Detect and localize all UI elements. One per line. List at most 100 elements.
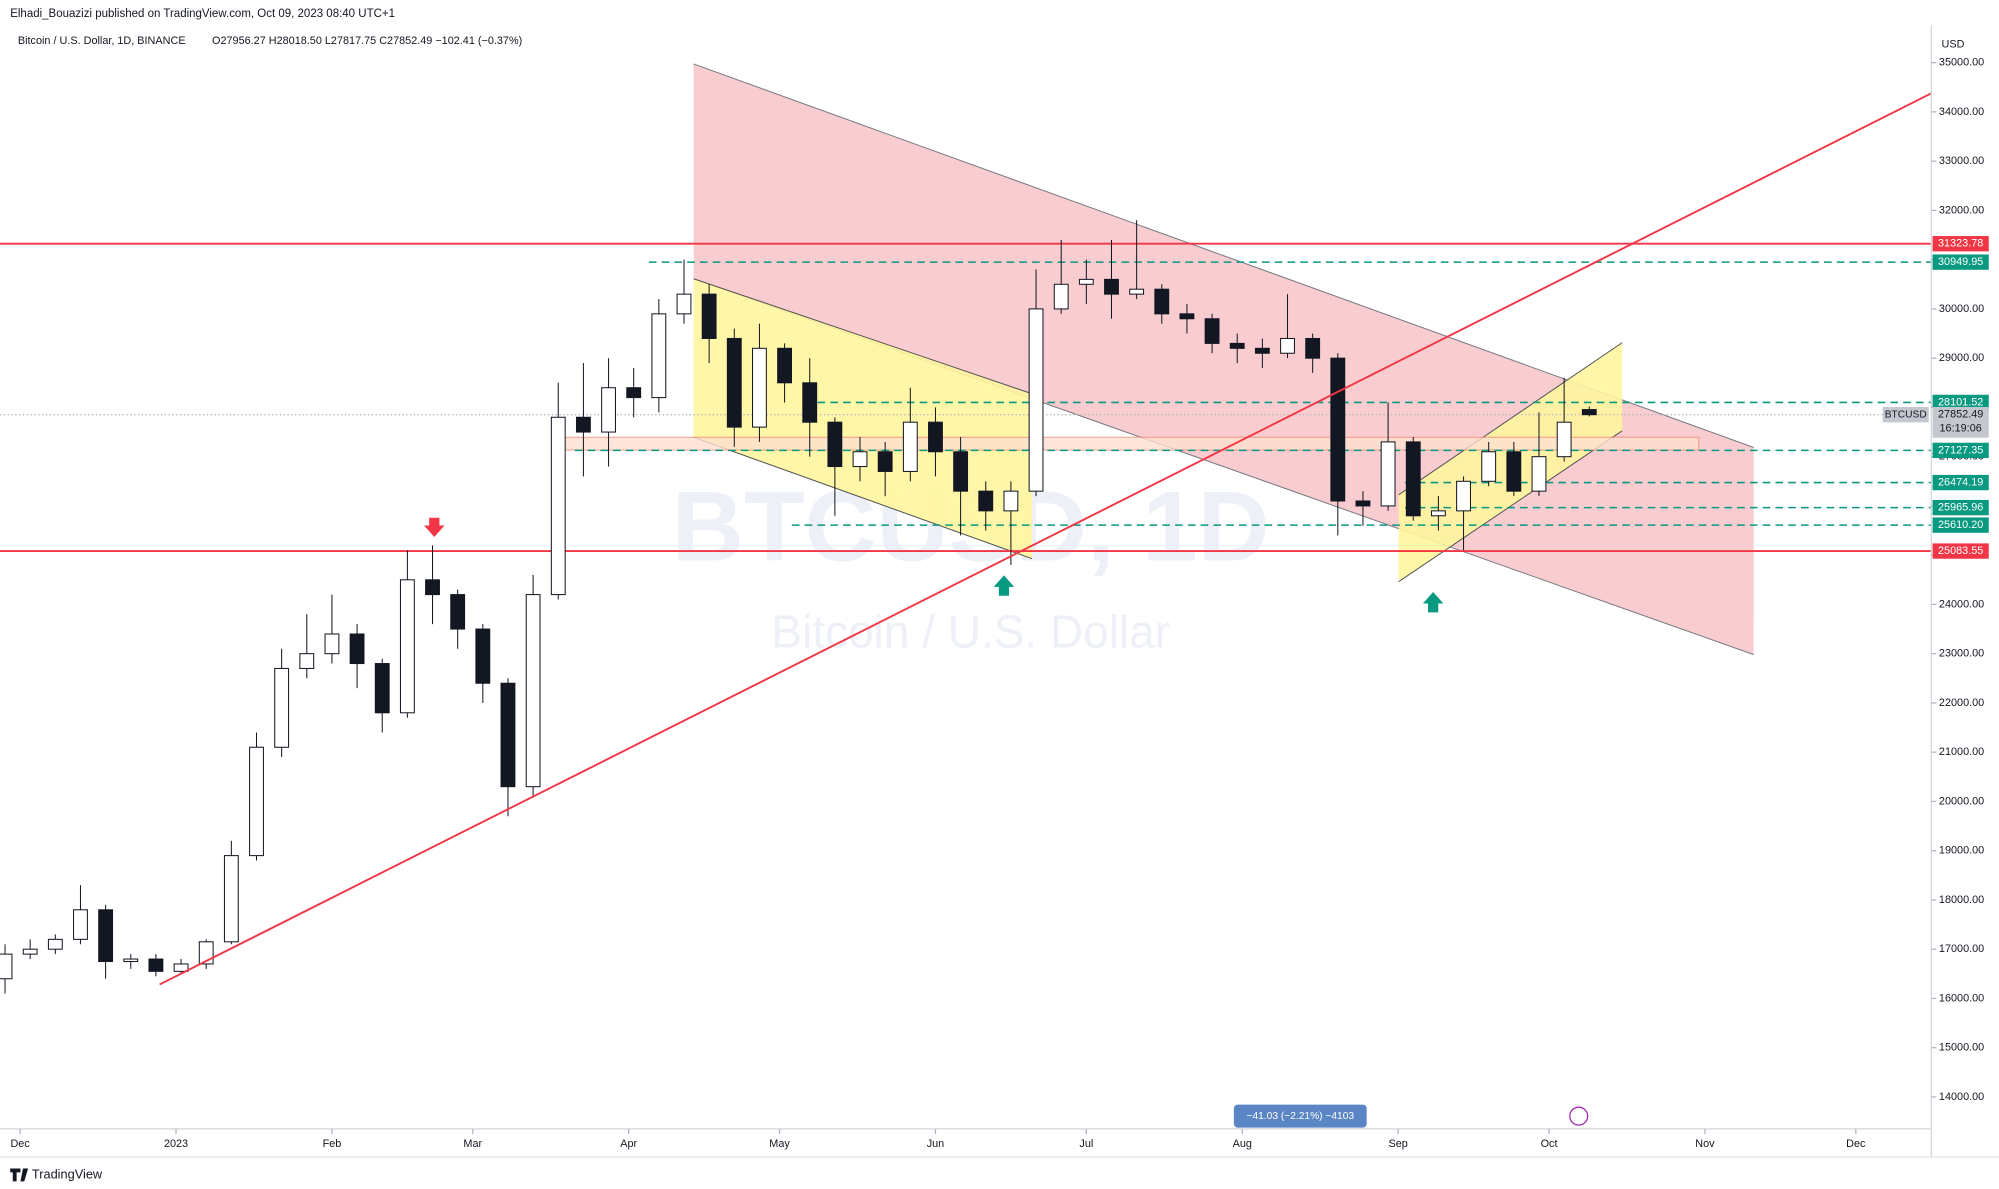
last-price: 27852.49	[1938, 409, 1983, 421]
y-tick-label: 35000.00	[1939, 57, 1984, 69]
x-tick-label: Nov	[1695, 1138, 1715, 1150]
level-badge	[1932, 474, 1989, 491]
level-badge	[1932, 254, 1989, 270]
x-tick-label: Sep	[1389, 1138, 1408, 1150]
candle-body	[1581, 409, 1597, 416]
candle-body	[1053, 283, 1069, 310]
candle-body	[73, 909, 88, 940]
candle-body	[928, 421, 943, 453]
candle-body	[525, 594, 541, 788]
x-tick-label: Feb	[323, 1138, 342, 1150]
level-label: 25965.96	[1938, 501, 1983, 513]
candle-body	[902, 421, 918, 472]
candle-body	[47, 938, 63, 950]
y-tick-label: 34000.00	[1939, 106, 1984, 118]
candle-body	[475, 628, 491, 684]
level-badge	[1932, 543, 1989, 559]
candle-body	[1280, 337, 1295, 354]
y-tick-label: 29000.00	[1939, 352, 1984, 364]
measure-box	[1233, 1104, 1367, 1128]
candle-body	[1129, 288, 1145, 295]
candles	[0, 220, 1597, 994]
price-badge	[1932, 407, 1989, 438]
candle-body	[1204, 318, 1220, 344]
candle-body	[1456, 480, 1471, 512]
candle-body	[173, 963, 189, 972]
candle-body	[1179, 313, 1195, 320]
candle-body	[1154, 288, 1170, 315]
channel-line	[693, 436, 1033, 560]
candle-body	[1506, 451, 1522, 492]
arrow-up	[1422, 591, 1444, 613]
x-tick-label: Jun	[927, 1138, 945, 1150]
x-tick-label: Apr	[620, 1138, 637, 1150]
y-tick-label: 23000.00	[1939, 648, 1984, 660]
candle-body	[877, 451, 893, 472]
level-badge	[1932, 442, 1989, 459]
currency: USD	[1942, 39, 1965, 51]
symbol: BTCUSD	[1885, 409, 1927, 420]
candle-body	[148, 958, 164, 972]
candle-body	[802, 382, 818, 423]
level-label: 31323.78	[1938, 238, 1983, 250]
x-tick-label: Oct	[1541, 1138, 1558, 1150]
candle-body	[1531, 456, 1547, 492]
candle-body	[1556, 421, 1572, 458]
level-label: 25610.20	[1938, 519, 1983, 531]
candle-body	[651, 313, 667, 399]
candle-body	[98, 909, 114, 963]
candle-body	[978, 490, 994, 512]
arrow-down	[424, 517, 445, 537]
y-tick-label: 33000.00	[1939, 155, 1984, 167]
candle-body	[626, 387, 642, 399]
candle-body	[1003, 490, 1019, 512]
level-badge	[1932, 517, 1989, 533]
candle-body	[223, 855, 239, 943]
ohlc-text: O27956.27 H28018.50 L27817.75 C27852.49 …	[212, 35, 522, 47]
measure: −41.03 (−2.21%) −4103	[1246, 1111, 1354, 1122]
y-tick-label: 21000.00	[1939, 746, 1984, 758]
candle-body	[425, 579, 440, 596]
candle-body	[1481, 451, 1497, 482]
y-tick-label: 22000.00	[1939, 697, 1984, 709]
channel-line	[693, 278, 1033, 395]
candle-body	[676, 293, 692, 315]
candle-body	[299, 653, 315, 669]
candle-body	[1028, 308, 1044, 492]
candle-body	[1355, 500, 1371, 507]
channel-line	[1398, 342, 1623, 496]
logo	[10, 1168, 29, 1182]
y-tick-label: 14000.00	[1939, 1091, 1984, 1103]
candle-body	[500, 682, 516, 788]
y-tick-label: 30000.00	[1939, 303, 1984, 315]
candle-body	[249, 746, 264, 857]
candle-body	[349, 633, 365, 665]
candle-body	[1305, 337, 1321, 359]
candle-body	[22, 948, 38, 955]
y-tick-label: 18000.00	[1939, 894, 1984, 906]
level-label: 27127.35	[1938, 444, 1983, 456]
candle-body	[450, 594, 466, 630]
candle-body	[777, 347, 793, 384]
x-tick-label: Jul	[1079, 1138, 1093, 1150]
symbol-title: Bitcoin / U.S. Dollar, 1D, BINANCE	[18, 35, 186, 47]
zone	[561, 436, 1700, 451]
candle-body	[0, 953, 13, 980]
chart-root: Elhadi_Bouazizi published on TradingView…	[0, 8, 1999, 1182]
candle-body	[374, 663, 390, 714]
level-badge	[1932, 394, 1989, 411]
levels	[0, 242, 1932, 553]
x-tick-label: Aug	[1233, 1138, 1252, 1150]
candle-body	[575, 416, 591, 433]
y-tick-label: 19000.00	[1939, 845, 1984, 857]
event-icon	[1569, 1106, 1589, 1126]
candle-body	[1330, 357, 1346, 502]
watermark-sub: Bitcoin / U.S. Dollar	[771, 606, 1170, 658]
x-tick-label: May	[769, 1138, 790, 1150]
candle-body	[601, 387, 616, 433]
symbol-badge	[1882, 407, 1929, 423]
level-badge	[1932, 236, 1989, 252]
candle-body	[1430, 510, 1446, 517]
